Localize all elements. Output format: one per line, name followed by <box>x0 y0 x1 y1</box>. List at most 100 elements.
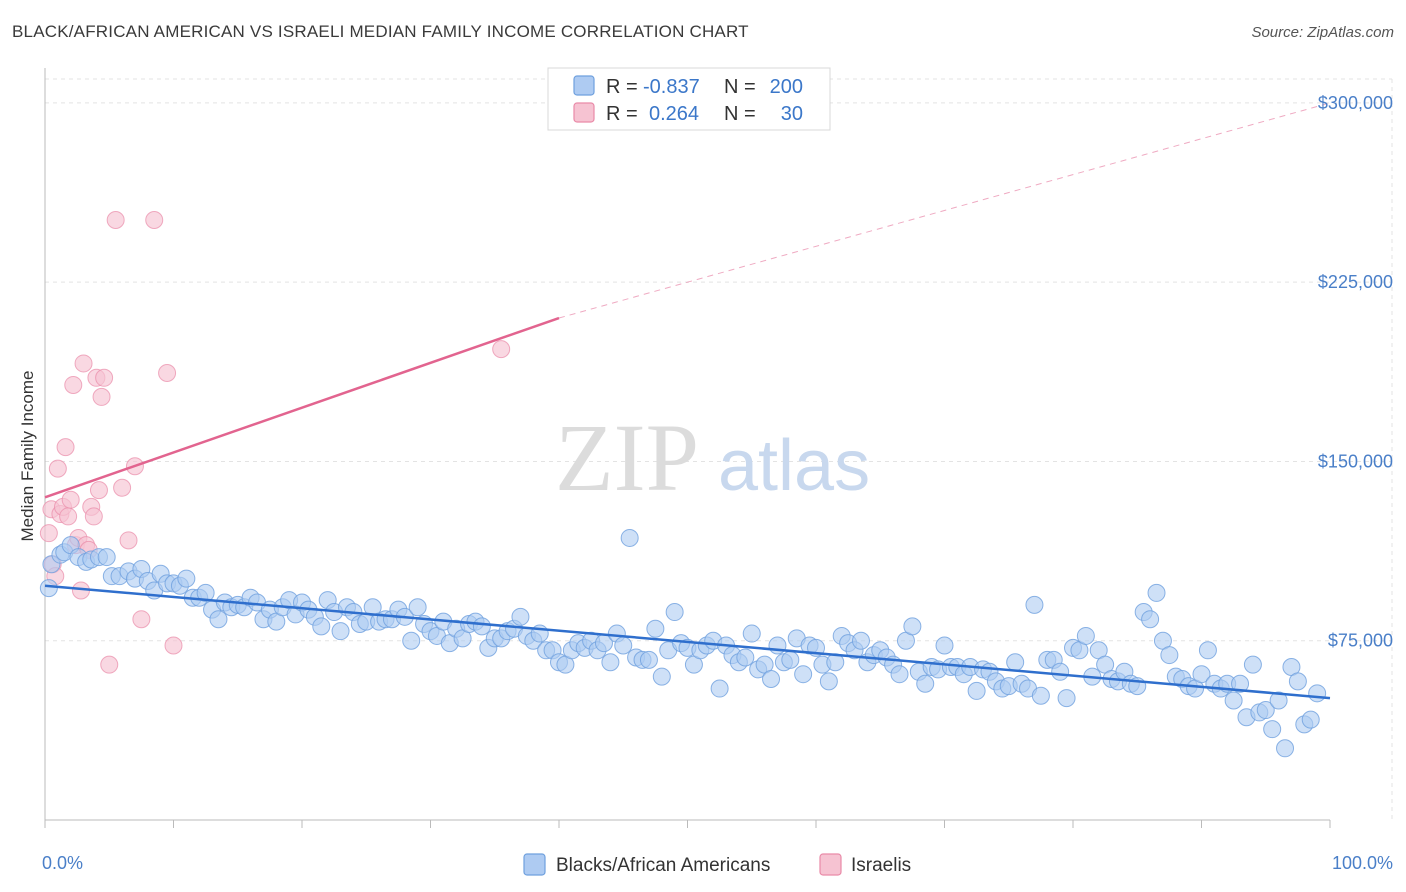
blacks-point-132 <box>890 665 909 684</box>
blacks-point-67 <box>472 617 491 636</box>
blacks-point-0 <box>39 579 58 598</box>
israelis-point-31 <box>164 636 183 655</box>
israelis-point-24 <box>106 211 125 230</box>
stats-n-value-2: 30 <box>781 103 803 125</box>
israelis-point-25 <box>113 478 132 497</box>
blacks-point-56 <box>402 631 421 650</box>
blacks-point-194 <box>1288 672 1307 691</box>
blacks-point-24 <box>196 583 215 602</box>
blacks-point-42 <box>312 617 331 636</box>
israelis-point-28 <box>132 610 151 629</box>
axes <box>44 68 1331 828</box>
blacks-point-179 <box>1192 665 1211 684</box>
blacks-trend-line <box>44 584 1331 700</box>
blacks-point-157 <box>1051 662 1070 681</box>
blacks-point-172 <box>1147 583 1166 602</box>
blacks-point-93 <box>639 650 658 669</box>
x-tick-label-1: 100.0% <box>1332 853 1393 873</box>
y-tick-label-3: $300,000 <box>1318 93 1393 113</box>
blacks-point-90 <box>620 528 639 547</box>
blacks-point-21 <box>177 569 196 588</box>
israelis-point-8 <box>59 507 78 526</box>
blacks-point-94 <box>646 619 665 638</box>
israelis-point-32 <box>492 340 511 359</box>
blacks-point-158 <box>1057 689 1076 708</box>
blacks-point-171 <box>1141 610 1160 629</box>
blacks-point-139 <box>935 636 954 655</box>
watermark-atlas: atlas <box>718 426 870 506</box>
blacks-point-136 <box>916 674 935 693</box>
stats-swatch-blue <box>573 75 595 96</box>
blacks-point-189 <box>1256 701 1275 720</box>
blacks-point-117 <box>794 665 813 684</box>
stats-box: R = -0.837 N = 200 R = 0.264 N = 30 <box>547 67 831 131</box>
y-tick-label-1: $150,000 <box>1318 451 1393 471</box>
blacks-point-144 <box>967 681 986 700</box>
blacks-point-197 <box>1308 684 1327 703</box>
israelis-point-23 <box>100 655 119 674</box>
chart-title: BLACK/AFRICAN AMERICAN VS ISRAELI MEDIAN… <box>12 22 749 41</box>
legend-label-israelis: Israelis <box>851 855 911 876</box>
blacks-point-126 <box>851 631 870 650</box>
blacks-point-187 <box>1243 655 1262 674</box>
stats-r-value-2: 0.264 <box>649 103 699 125</box>
blacks-point-161 <box>1076 626 1095 645</box>
israelis-point-0 <box>39 524 58 543</box>
blacks-point-192 <box>1276 739 1295 758</box>
stats-n-value-1: 200 <box>770 76 803 98</box>
blacks-point-185 <box>1231 674 1250 693</box>
blacks-point-89 <box>614 636 633 655</box>
y-tick-label-2: $225,000 <box>1318 272 1393 292</box>
legend-label-blacks: Blacks/African Americans <box>556 855 770 876</box>
israelis-point-10 <box>64 375 83 394</box>
blacks-point-180 <box>1198 641 1217 660</box>
chart-source: Source: ZipAtlas.com <box>1251 24 1394 41</box>
y-tick-label-0: $75,000 <box>1328 631 1393 651</box>
blacks-point-108 <box>736 648 755 667</box>
israelis-point-14 <box>74 354 93 373</box>
legend-swatch-israelis <box>819 853 842 876</box>
israelis-trend-extension <box>558 102 1331 319</box>
legend: Blacks/African Americans Israelis <box>523 853 911 876</box>
stats-r-label-2: R = <box>606 103 638 125</box>
x-tick-label-0: 0.0% <box>42 853 83 873</box>
israelis-points <box>39 211 511 674</box>
tick-labels: $75,000 $150,000 $225,000 $300,000 0.0% 100.0… <box>42 93 1393 873</box>
israelis-point-7 <box>56 438 75 457</box>
israelis-point-22 <box>95 368 114 387</box>
stats-n-label-2: N = <box>724 103 756 125</box>
stats-r-label-1: R = <box>606 76 638 98</box>
blacks-point-97 <box>665 603 684 622</box>
israelis-point-9 <box>61 490 80 509</box>
blacks-point-57 <box>408 598 427 617</box>
blacks-point-112 <box>762 669 781 688</box>
israelis-point-21 <box>92 387 111 406</box>
legend-swatch-blacks <box>523 853 546 876</box>
trend-lines <box>44 102 1331 700</box>
israelis-point-30 <box>158 364 177 383</box>
blacks-point-184 <box>1224 691 1243 710</box>
blacks-point-45 <box>331 622 350 641</box>
y-axis-label: Median Family Income <box>18 370 37 541</box>
watermark-zip: ZIP <box>555 404 699 511</box>
blacks-point-191 <box>1269 691 1288 710</box>
israelis-point-20 <box>89 481 108 500</box>
blacks-point-109 <box>742 624 761 643</box>
blacks-point-26 <box>209 610 228 629</box>
blacks-point-150 <box>1006 653 1025 672</box>
blacks-point-104 <box>710 679 729 698</box>
blacks-point-134 <box>903 617 922 636</box>
stats-r-value-1: -0.837 <box>643 76 700 98</box>
israelis-point-26 <box>119 531 138 550</box>
stats-n-label-1: N = <box>724 76 756 98</box>
israelis-point-4 <box>48 459 67 478</box>
israelis-point-29 <box>145 211 164 230</box>
stats-swatch-pink <box>573 102 595 123</box>
israelis-trend-line <box>44 316 560 499</box>
blacks-point-73 <box>511 607 530 626</box>
blacks-point-121 <box>819 672 838 691</box>
blacks-point-154 <box>1031 686 1050 705</box>
blacks-point-95 <box>652 667 671 686</box>
blacks-point-196 <box>1301 710 1320 729</box>
